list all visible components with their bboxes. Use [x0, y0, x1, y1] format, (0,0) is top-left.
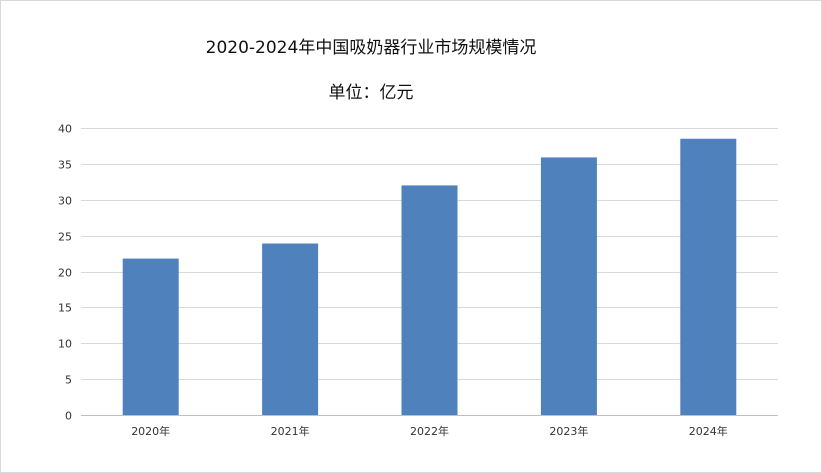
bar — [540, 157, 597, 416]
y-tick-label: 15 — [58, 302, 72, 315]
y-tick-label: 5 — [65, 374, 72, 387]
x-tick-label: 2022年 — [410, 424, 449, 438]
y-tick-label: 35 — [58, 159, 72, 172]
y-tick-label: 20 — [58, 267, 72, 280]
x-tick-label: 2024年 — [689, 424, 728, 438]
x-tick-label: 2023年 — [549, 424, 588, 438]
bar — [680, 138, 737, 415]
x-tick-label: 2020年 — [131, 424, 170, 438]
y-tick-label: 0 — [65, 410, 72, 423]
bar — [401, 185, 458, 415]
bar — [262, 243, 319, 415]
bar — [122, 258, 179, 415]
y-tick-label: 10 — [58, 338, 72, 351]
y-tick-label: 30 — [58, 195, 72, 208]
x-tick-label: 2021年 — [271, 424, 310, 438]
chart-subtitle: 单位：亿元 — [328, 83, 414, 103]
chart-title: 2020-2024年中国吸奶器行业市场规模情况 — [205, 38, 537, 58]
y-tick-label: 40 — [58, 123, 72, 136]
y-tick-label: 25 — [58, 231, 72, 244]
